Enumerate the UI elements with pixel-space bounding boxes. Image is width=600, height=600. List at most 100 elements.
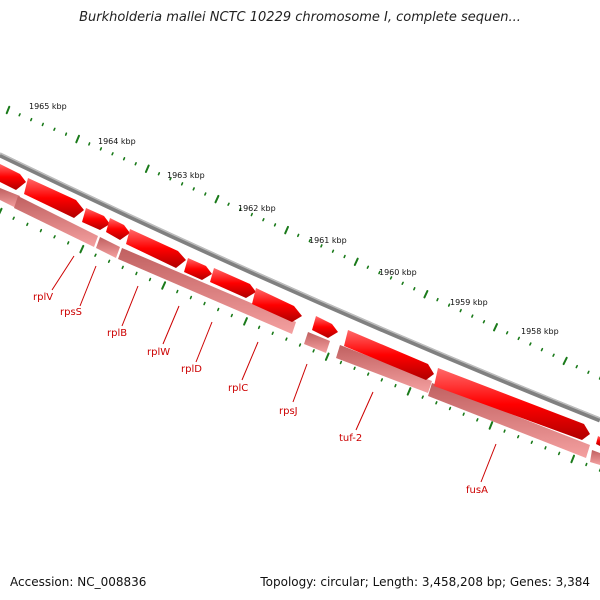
inner-ring-minor-tick [462, 412, 465, 416]
inner-ring-major-tick [324, 352, 330, 361]
inner-ring-minor-tick [516, 434, 520, 439]
outer-ring-minor-tick [331, 249, 335, 253]
inner-ring-minor-tick [26, 222, 29, 227]
outer-ring-minor-tick [29, 117, 33, 122]
outer-ring-minor-tick [471, 314, 474, 318]
outer-ring-minor-tick [459, 308, 462, 313]
leader-rplB [121, 285, 139, 327]
gene-label-rplB: rplB [107, 328, 127, 339]
inner-ring-minor-tick [107, 259, 111, 264]
gene-arrow-rplB-b [106, 218, 130, 240]
inner-ring-minor-tick [94, 253, 97, 257]
outer-ring-minor-tick [262, 218, 265, 222]
backbone-highlight [0, 152, 600, 419]
map-title: Burkholderia mallei NCTC 10229 chromosom… [79, 10, 521, 25]
gene-shadow-rplB [96, 237, 120, 258]
outer-ring-minor-tick [436, 297, 439, 302]
inner-ring-minor-tick [339, 360, 343, 365]
gene-shadow-edge [590, 450, 600, 465]
outer-ring-major-tick [75, 134, 80, 144]
accession-text: Accession: NC_008836 [10, 575, 147, 589]
inner-ring-minor-tick [12, 216, 15, 220]
inner-ring-minor-tick [421, 395, 424, 399]
inner-ring-minor-tick [121, 265, 124, 270]
outer-ring-major-tick [562, 356, 568, 366]
gene-label-rplW: rplW [147, 347, 170, 358]
gene-shadow-rpsJ [304, 332, 330, 353]
outer-ring-major-tick [214, 194, 220, 204]
outer-ring-major-tick [493, 323, 498, 332]
inner-ring-minor-tick [271, 331, 274, 336]
outer-ring-minor-tick [517, 336, 521, 341]
inner-ring-minor-tick [298, 343, 302, 347]
inner-ring-minor-tick [148, 277, 152, 282]
outer-ring-minor-tick [18, 113, 21, 117]
inner-ring-minor-tick [544, 446, 547, 450]
gene-shadow-rplV [0, 188, 20, 208]
outer-ring-minor-tick [239, 207, 242, 212]
outer-ring-minor-tick [575, 364, 579, 369]
inner-ring-minor-tick [189, 295, 193, 300]
inner-ring-minor-tick [176, 289, 179, 294]
inner-ring-minor-tick [530, 440, 534, 445]
gene-arrow-rplD [184, 258, 212, 280]
gene-arrow-edge [596, 436, 600, 446]
scale-label: 1959 kbp [450, 298, 488, 307]
leader-rpsJ [292, 363, 308, 403]
inner-ring-minor-tick [53, 235, 56, 239]
gene-leader-lines [51, 255, 497, 483]
scale-label: 1958 kbp [521, 327, 559, 336]
leader-fusA [480, 443, 497, 483]
gene-arrow-rplC-b [252, 288, 302, 322]
inner-ring-minor-tick [435, 401, 438, 405]
outer-ring-minor-tick [157, 172, 161, 176]
outer-ring-minor-tick [227, 202, 230, 206]
outer-ring-minor-tick [529, 342, 532, 346]
gene-shadow-tuf [336, 345, 432, 393]
scale-label: 1960 kbp [379, 268, 417, 277]
outer-ring-minor-tick [122, 157, 126, 161]
outer-ring-minor-tick [169, 177, 172, 181]
topology-stats-text: Topology: circular; Length: 3,458,208 bp… [260, 575, 590, 589]
inner-ring-minor-tick [448, 406, 452, 411]
inner-ring-minor-tick [585, 462, 588, 467]
gene-arrow-rpsS [24, 178, 84, 218]
inner-ring-minor-tick [476, 418, 479, 422]
outer-ring-minor-tick [378, 270, 381, 275]
outer-ring-minor-tick [447, 303, 451, 307]
leader-rplW [162, 305, 180, 345]
outer-ring-minor-tick [192, 187, 195, 191]
gene-shadow-track [0, 188, 600, 465]
gene-arrow-rplB-a [82, 208, 110, 230]
outer-ring-minor-tick [111, 152, 114, 156]
outer-ring-minor-tick [204, 192, 207, 196]
gene-arrow-rplV [0, 164, 26, 190]
inner-ring-minor-tick [203, 301, 206, 306]
outer-ring-minor-tick [366, 265, 370, 269]
gene-arrow-tuf [344, 330, 434, 380]
inner-ring-major-tick [488, 421, 494, 430]
outer-ring-minor-tick [99, 147, 103, 151]
inner-ring-minor-tick [285, 337, 288, 341]
leader-rpsS [79, 265, 97, 307]
leader-rplC [241, 341, 259, 381]
gene-label-rpsS: rpsS [60, 307, 82, 318]
gene-label-rplC: rplC [228, 383, 248, 394]
scale-label: 1965 kbp [29, 102, 67, 111]
leader-tuf [355, 391, 374, 431]
outer-ring-minor-tick [180, 182, 184, 186]
gene-shadow-fusA [428, 383, 590, 458]
outer-ring-minor-tick [308, 238, 312, 243]
outer-ring-minor-tick [134, 162, 137, 166]
outer-ring-major-tick [144, 164, 150, 173]
gene-shadow-rpsS-rplB [14, 196, 98, 247]
scale-label: 1962 kbp [238, 204, 276, 213]
outer-ring-minor-tick [250, 212, 253, 217]
outer-ring-minor-tick [540, 347, 544, 352]
inner-ring-minor-tick [312, 349, 315, 353]
inner-ring-major-tick [161, 281, 167, 290]
inner-ring-minor-tick [366, 372, 370, 376]
gene-label-rpsJ: rpsJ [279, 406, 298, 417]
inner-ring-minor-tick [380, 378, 384, 382]
